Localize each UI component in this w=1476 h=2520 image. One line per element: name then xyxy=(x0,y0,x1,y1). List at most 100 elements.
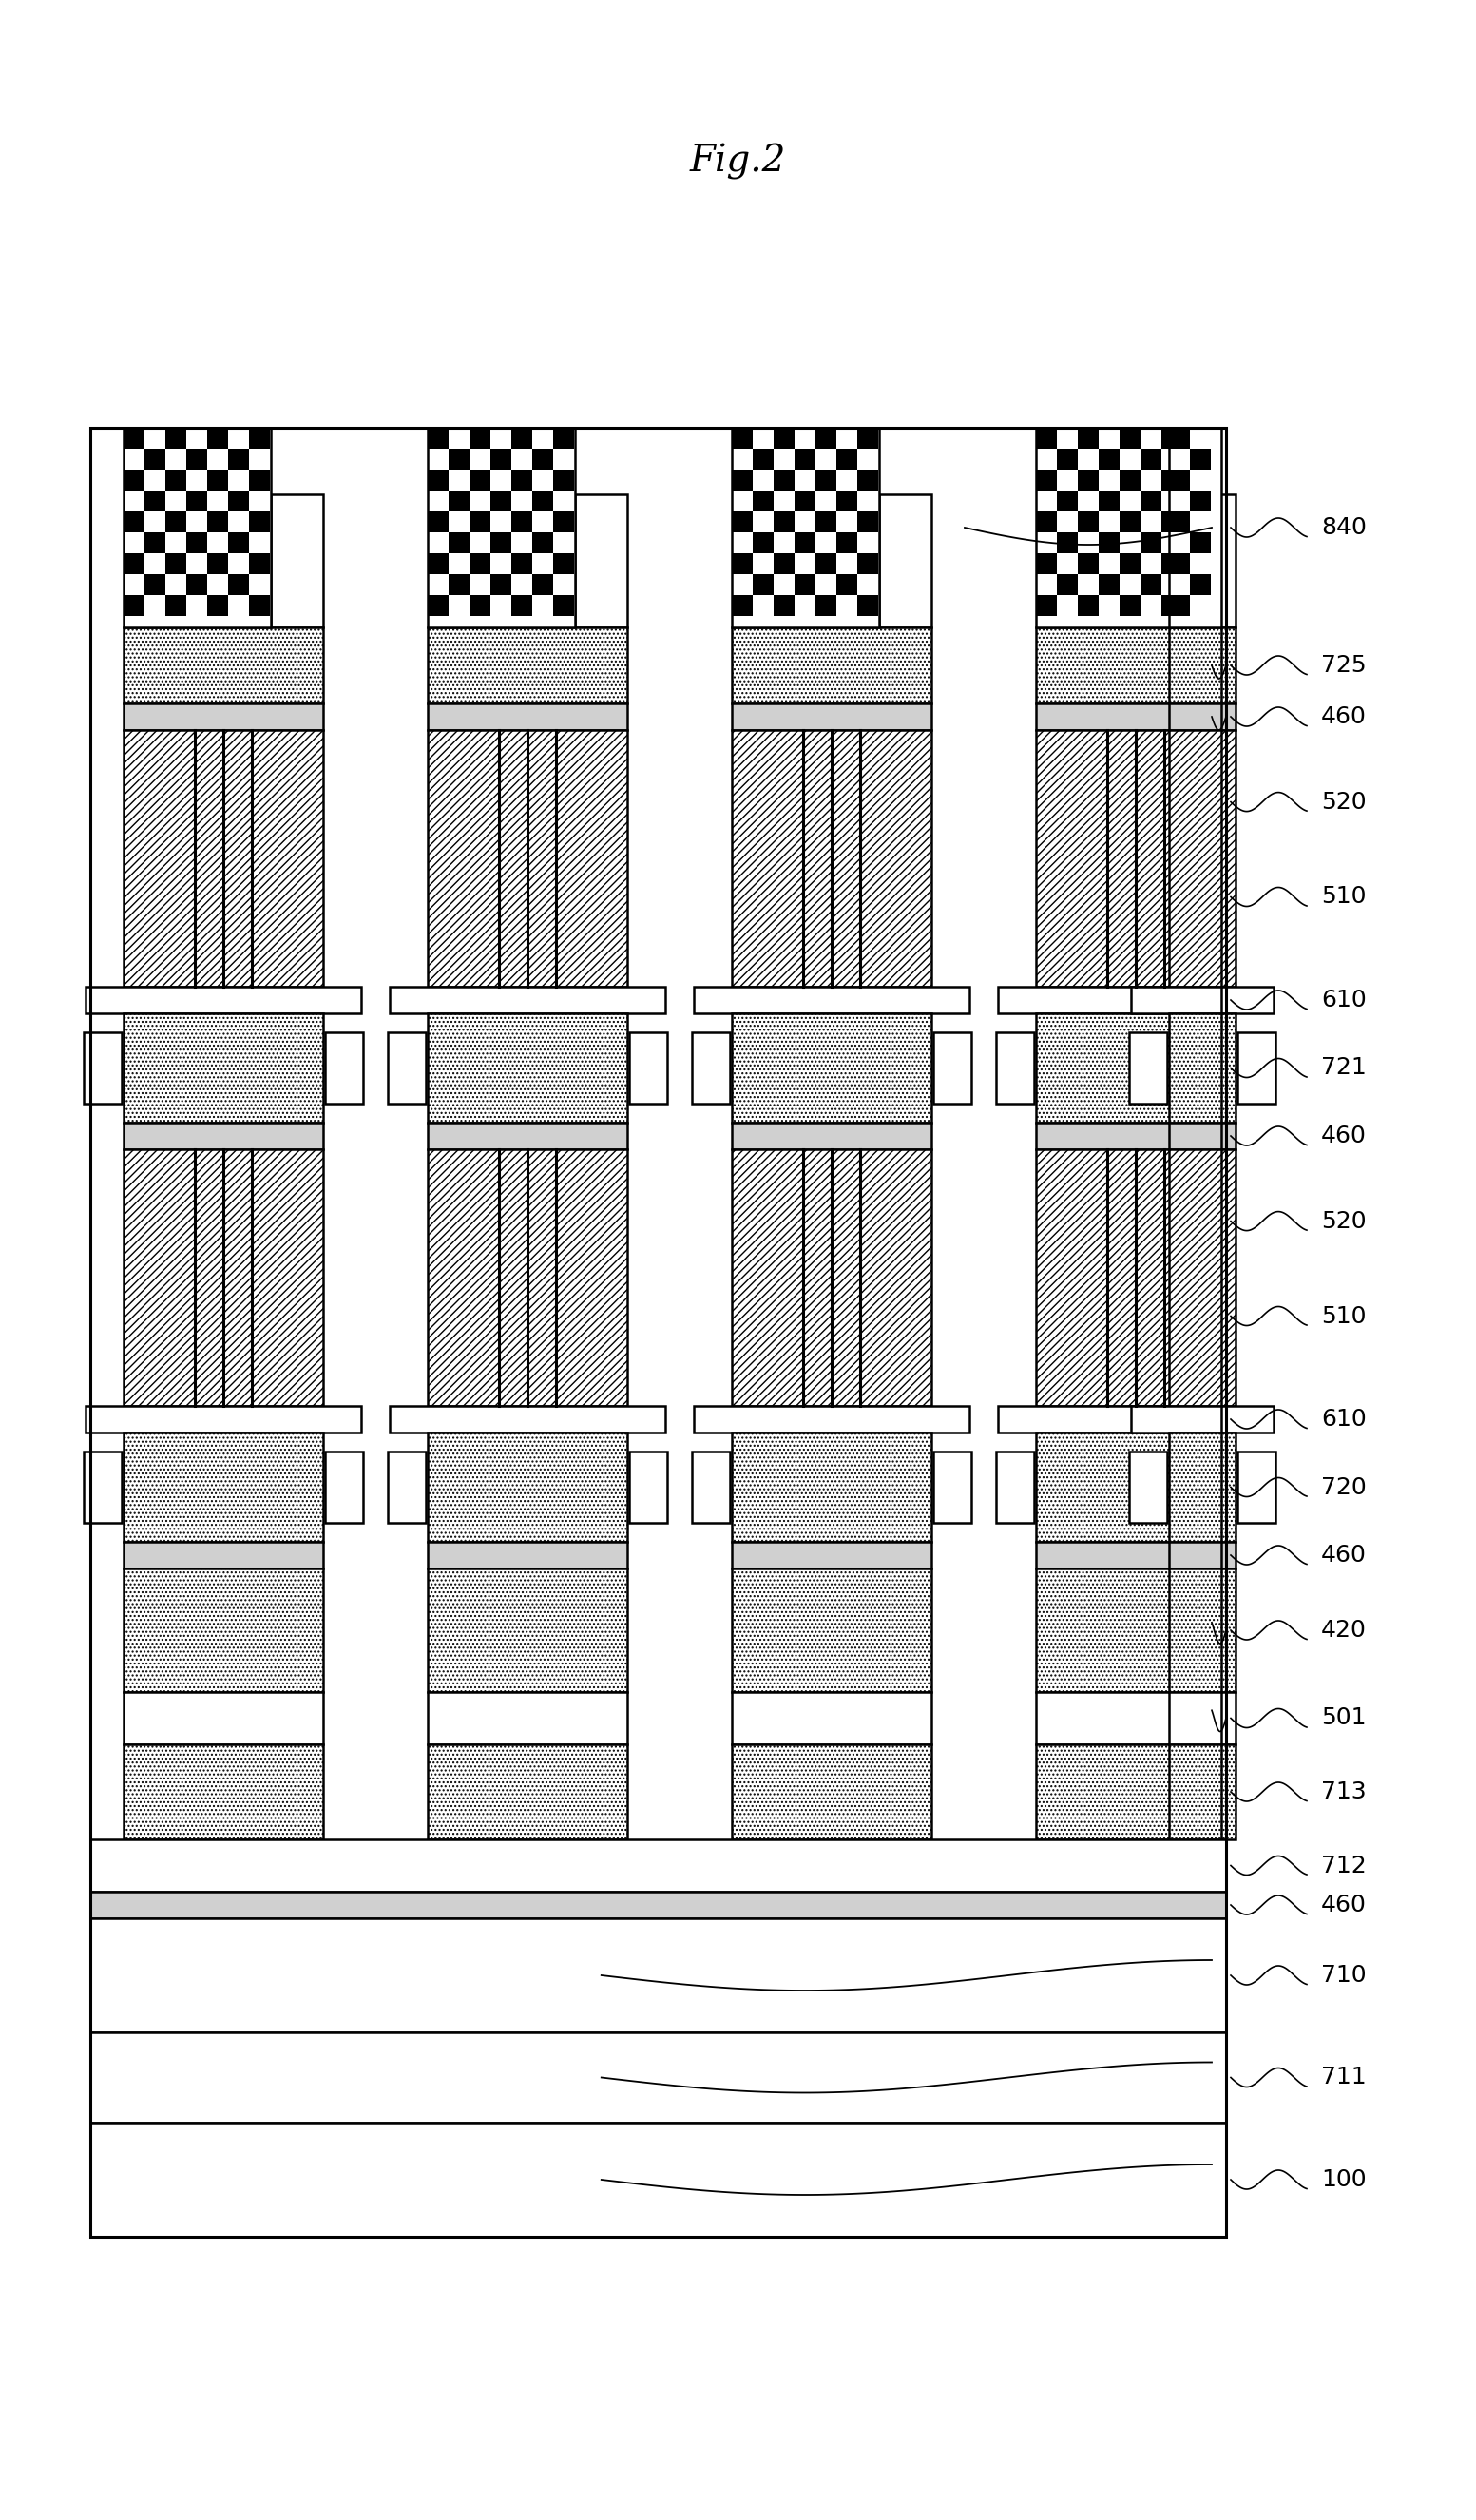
Bar xyxy=(428,554,449,575)
Bar xyxy=(1036,512,1057,532)
Bar xyxy=(554,512,574,532)
Bar xyxy=(1120,595,1141,615)
Bar xyxy=(124,703,323,731)
Bar xyxy=(1098,532,1120,554)
Bar xyxy=(124,595,145,615)
Bar xyxy=(124,731,323,988)
Bar xyxy=(124,1431,323,1542)
Bar xyxy=(186,491,207,512)
Bar xyxy=(1169,1013,1221,1121)
Bar xyxy=(1036,703,1235,731)
Bar xyxy=(249,554,270,575)
Bar xyxy=(1120,554,1141,575)
Bar xyxy=(837,532,858,554)
Bar xyxy=(1169,1691,1221,1744)
Bar xyxy=(90,1840,1227,1893)
Bar xyxy=(1077,512,1098,532)
Bar xyxy=(428,1431,627,1542)
Bar xyxy=(1036,1744,1235,1840)
Bar xyxy=(732,703,931,731)
Bar xyxy=(1169,627,1221,703)
Bar xyxy=(511,554,533,575)
Bar xyxy=(1036,1149,1235,1406)
Bar xyxy=(1036,428,1057,449)
Bar xyxy=(229,532,249,554)
Bar xyxy=(998,1406,1274,1431)
Bar xyxy=(145,575,165,595)
Bar xyxy=(1169,428,1221,627)
Bar xyxy=(229,449,249,469)
Bar xyxy=(124,1121,323,1149)
Bar xyxy=(124,1691,323,1744)
Text: 420: 420 xyxy=(1321,1618,1367,1641)
Bar xyxy=(1077,428,1098,449)
Bar xyxy=(428,1567,627,1691)
Bar xyxy=(732,1542,931,1567)
Bar xyxy=(1120,428,1141,449)
Bar xyxy=(732,1744,931,1840)
Bar xyxy=(86,1406,362,1431)
Bar xyxy=(815,595,837,615)
Bar xyxy=(1036,627,1235,703)
Bar xyxy=(773,428,794,449)
Text: 510: 510 xyxy=(1321,885,1367,907)
Bar xyxy=(1129,1033,1168,1104)
Bar xyxy=(428,428,449,449)
Bar xyxy=(325,1033,363,1104)
Bar xyxy=(390,988,666,1013)
Bar xyxy=(694,988,970,1013)
Text: 100: 100 xyxy=(1321,2167,1367,2190)
Text: 460: 460 xyxy=(1321,1545,1367,1567)
Bar xyxy=(207,512,229,532)
Bar xyxy=(933,1452,971,1522)
Bar xyxy=(428,469,449,491)
Bar xyxy=(1169,1542,1221,1567)
Bar xyxy=(996,1452,1035,1522)
Bar xyxy=(732,627,931,703)
Bar xyxy=(165,512,186,532)
Bar xyxy=(229,491,249,512)
Text: 520: 520 xyxy=(1321,1210,1367,1232)
Bar xyxy=(124,428,145,449)
Bar xyxy=(1169,512,1190,532)
Bar xyxy=(1036,1431,1235,1542)
Bar xyxy=(428,1121,627,1149)
Text: 840: 840 xyxy=(1321,517,1367,539)
Bar xyxy=(1162,469,1182,491)
Bar xyxy=(469,512,490,532)
Bar xyxy=(1169,554,1190,575)
Bar xyxy=(428,595,449,615)
Text: 610: 610 xyxy=(1321,1409,1367,1431)
Bar xyxy=(469,469,490,491)
Bar xyxy=(86,988,362,1013)
Bar xyxy=(794,449,815,469)
Bar xyxy=(449,449,469,469)
Bar xyxy=(90,2122,1227,2238)
Text: 460: 460 xyxy=(1321,1893,1367,1915)
Bar xyxy=(1098,491,1120,512)
Bar xyxy=(837,575,858,595)
Bar xyxy=(186,449,207,469)
Bar xyxy=(554,595,574,615)
Bar xyxy=(998,988,1274,1013)
Bar xyxy=(428,1149,627,1406)
Bar xyxy=(124,1567,323,1691)
Bar xyxy=(186,575,207,595)
Bar xyxy=(428,428,576,627)
Bar xyxy=(1057,575,1077,595)
Bar xyxy=(732,1691,931,1744)
Bar xyxy=(1131,988,1221,1013)
Bar xyxy=(1190,449,1210,469)
Bar xyxy=(165,554,186,575)
Bar xyxy=(1141,491,1162,512)
Bar xyxy=(933,1033,971,1104)
Bar xyxy=(732,1013,931,1121)
Bar xyxy=(533,532,554,554)
Text: 460: 460 xyxy=(1321,706,1367,728)
Bar xyxy=(815,554,837,575)
Bar xyxy=(84,1033,121,1104)
Bar xyxy=(124,1744,323,1840)
Bar xyxy=(1077,595,1098,615)
Bar xyxy=(837,449,858,469)
Text: 610: 610 xyxy=(1321,988,1367,1011)
